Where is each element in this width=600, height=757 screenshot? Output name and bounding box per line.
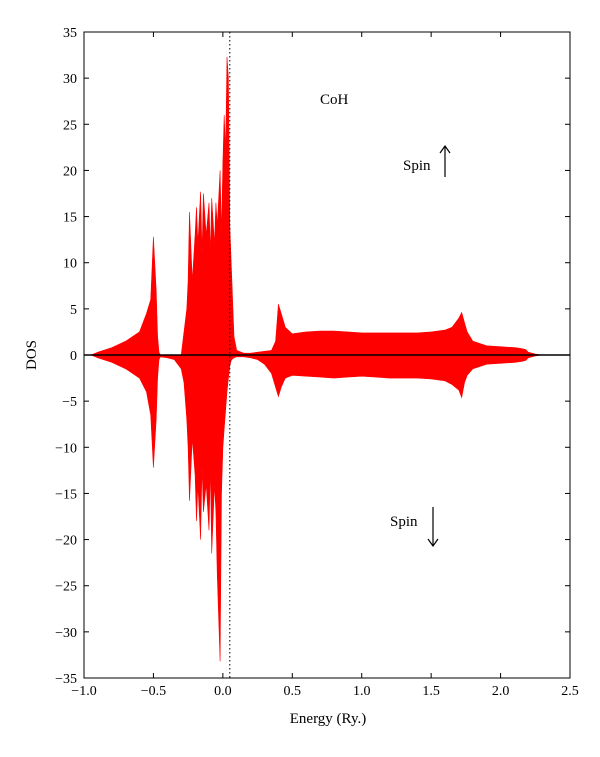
x-tick-label: 0.0 [214,684,232,699]
y-tick-label: −35 [55,672,77,687]
spin-up-dos-area [90,56,543,356]
x-tick-label: 2.0 [492,684,510,699]
y-tick-label: −30 [55,626,77,641]
x-tick-label: 2.5 [561,684,579,699]
spin-down-label: Spin [390,514,418,530]
label-layer: −1.0 −0.5 0.0 0.5 1.0 1.5 2.0 2.5 35 30 25 20 15 10 5 0… [55,26,579,699]
spin-down-arrow-icon [427,507,439,548]
y-tick-label: 30 [63,72,77,87]
x-tick-label: −0.5 [141,684,166,699]
y-tick-label: −15 [55,487,77,502]
spin-up-label: Spin [403,158,431,174]
y-tick-label: −20 [55,534,77,549]
y-tick-label: −5 [62,395,77,410]
y-tick-label: 20 [63,164,77,179]
spin-up-arrow-icon [439,144,451,177]
y-axis-title: DOS [24,340,40,370]
x-axis-title: Energy (Ry.) [290,711,366,727]
x-tick-label: 1.5 [422,684,440,699]
y-tick-label: 25 [63,118,77,133]
x-tick-label: 1.0 [353,684,371,699]
y-tick-label: 0 [70,349,77,364]
y-tick-label: −25 [55,580,77,595]
y-tick-label: −10 [55,441,77,456]
y-tick-label: 5 [70,303,77,318]
spin-down-dos-area [90,354,543,662]
plot-frame-layer [83,31,571,679]
tick-layer [83,31,571,679]
y-tick-label: 15 [63,211,77,226]
x-tick-label: −1.0 [71,684,96,699]
x-tick-label: 0.5 [284,684,302,699]
y-tick-label: 10 [63,257,77,272]
y-tick-label: 35 [63,26,77,41]
dos-fill-layer [90,56,543,662]
compound-label: CoH [320,92,349,108]
